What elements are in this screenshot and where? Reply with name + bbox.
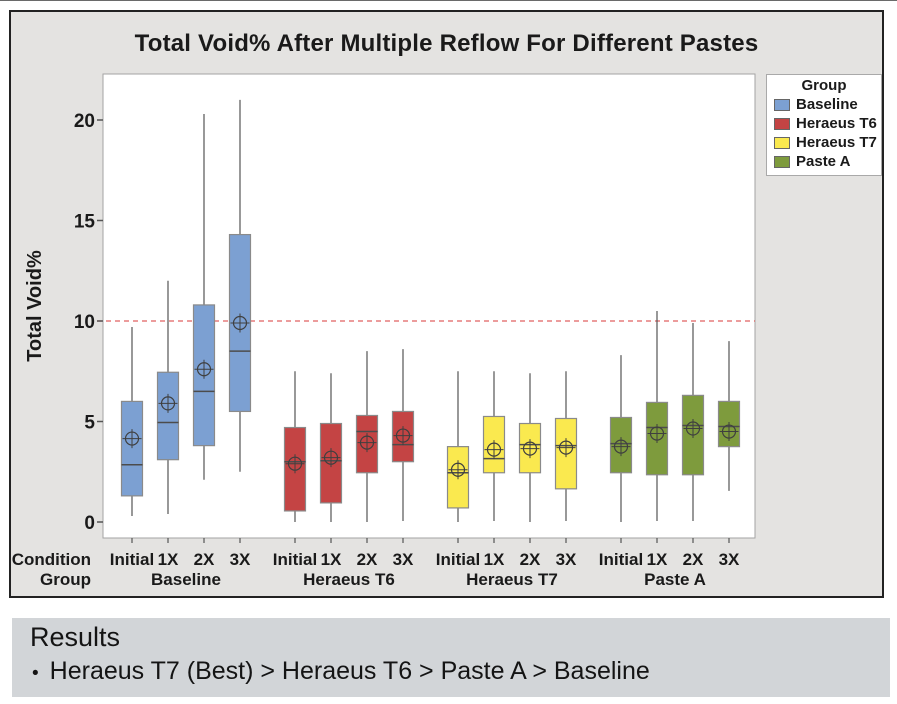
bullet-icon: • [32,663,39,684]
legend-items: Baseline Heraeus T6 Heraeus T7 Paste A [767,95,881,171]
legend-item: Heraeus T7 [767,133,881,152]
condition-label: 1X [484,550,505,569]
group-label: Baseline [151,570,221,589]
condition-label: 1X [321,550,342,569]
condition-label: Initial [273,550,317,569]
chart-panel: Total Void% After Multiple Reflow For Di… [9,10,884,598]
results-heading: Results [30,622,121,652]
legend-title: Group [801,77,847,94]
x-axis-row-label-condition: Condition [12,550,91,569]
condition-label: 1X [647,550,668,569]
y-axis-title: Total Void% [24,250,46,362]
y-tick-label: 0 [84,513,95,534]
legend: Group Baseline Heraeus T6 Heraeus T7 Paste … [766,74,882,176]
condition-label: 2X [520,550,541,569]
legend-swatch-paste-a-icon [774,155,790,168]
legend-label: Paste A [796,153,851,170]
legend-label: Baseline [796,96,858,113]
condition-label: Initial [110,550,154,569]
condition-label: 3X [393,550,414,569]
condition-label: 3X [719,550,740,569]
condition-label: 1X [158,550,179,569]
legend-swatch-heraeus-t6-icon [774,117,790,130]
group-label: Paste A [644,570,706,589]
results-bullet-text: Heraeus T7 (Best) > Heraeus T6 > Paste A… [49,657,650,685]
condition-label: 3X [556,550,577,569]
group-label: Heraeus T7 [466,570,558,589]
legend-label: Heraeus T7 [796,134,877,151]
results-bullet-item: • Heraeus T7 (Best) > Heraeus T6 > Paste… [30,657,890,686]
legend-item: Baseline [767,95,881,114]
y-tick-label: 5 [84,413,95,434]
y-tick-label: 10 [74,312,95,333]
x-axis-row-label-group: Group [40,570,91,589]
legend-label: Heraeus T6 [796,115,877,132]
condition-label: 2X [357,550,378,569]
condition-label: Initial [436,550,480,569]
condition-label: 2X [194,550,215,569]
condition-label: Initial [599,550,643,569]
group-label: Heraeus T6 [303,570,395,589]
legend-item: Paste A [767,152,881,171]
results-panel: Results • Heraeus T7 (Best) > Heraeus T6… [12,618,890,697]
box-baseline-initial [120,400,144,497]
y-tick-label: 15 [74,212,96,233]
legend-swatch-baseline-icon [774,98,790,111]
legend-swatch-heraeus-t7-icon [774,136,790,149]
condition-label: 2X [683,550,704,569]
condition-label: 3X [230,550,251,569]
box-baseline-1x [156,371,180,461]
legend-item: Heraeus T6 [767,114,881,133]
chart-title: Total Void% After Multiple Reflow For Di… [134,30,759,57]
y-tick-label: 20 [74,111,95,132]
